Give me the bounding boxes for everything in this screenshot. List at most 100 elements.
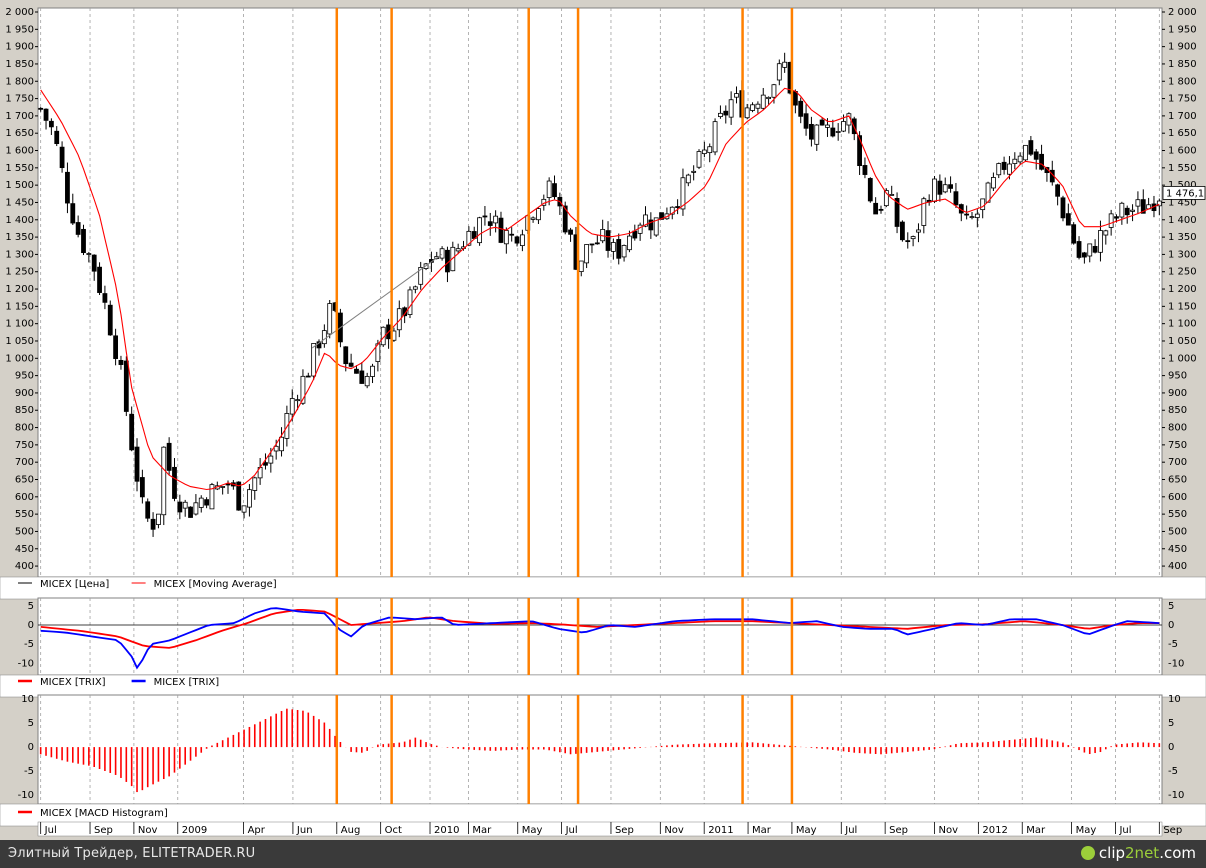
candle-body [546,180,552,198]
price-ytick-right: 1 650 [1168,128,1197,139]
candle-body [980,198,986,211]
last-value-box [1162,186,1206,200]
price-ytick-right: 1 150 [1168,301,1197,312]
candle-body [701,149,707,155]
candle-body [134,446,140,482]
candle-body [857,135,862,167]
candle-body [594,242,600,245]
candle-body [996,163,1002,176]
price-ytick-right: 900 [1168,388,1187,399]
candle-body [102,293,108,303]
candle-body [263,462,268,466]
price-ytick-right: 800 [1168,423,1187,434]
macd-ytick-left: 10 [21,694,34,705]
candle-body [734,93,739,98]
candle-body [653,217,659,236]
candle-body [305,375,311,378]
candle-body [728,99,734,118]
candle-body [948,184,953,189]
candle-body [1012,158,1018,164]
candle-body [193,502,199,515]
trix-ytick-right: 0 [1168,620,1174,631]
candle-body [1114,216,1119,219]
candle-body [589,243,595,246]
x-tick-label: Nov [664,825,684,836]
candle-body [91,254,97,272]
x-tick-label: 2012 [982,825,1007,836]
candle-body [418,266,424,285]
price-ytick-left: 1 950 [5,24,34,35]
trend-line [311,254,442,349]
candle-body [48,120,54,128]
x-tick-label: Sep [889,825,908,836]
price-ytick-right: 750 [1168,440,1187,451]
price-ytick-right: 1 500 [1168,180,1197,191]
candle-body [771,84,777,98]
price-ytick-right: 1 250 [1168,267,1197,278]
candle-body [129,413,135,451]
x-tick-label: May [796,825,817,836]
candle-body [150,518,156,530]
trix-ytick-right: 5 [1168,601,1174,612]
trix-ytick-left: -5 [24,639,34,650]
candle-body [718,112,723,118]
candle-body [455,248,461,252]
price-ytick-right: 1 900 [1168,42,1197,53]
candle-body [1103,230,1109,236]
price-ytick-left: 1 350 [5,232,34,243]
candle-body [75,222,81,235]
candle-body [482,215,488,218]
price-ytick-left: 1 200 [5,284,34,295]
candle-body [755,103,761,109]
price-ytick-left: 1 750 [5,94,34,105]
candle-body [498,217,504,243]
candle-body [937,180,943,195]
candle-body [685,174,691,184]
price-ytick-left: 650 [15,475,34,486]
candle-body [268,455,274,464]
candle-body [819,119,825,126]
legend-label: MICEX [Цена] [40,579,109,590]
candle-body [809,123,814,140]
price-ytick-right: 1 450 [1168,197,1197,208]
macd-ytick-right: 0 [1168,742,1174,753]
candle-body [578,260,584,272]
legend-label: MICEX [TRIX] [40,677,106,688]
candle-body [364,376,370,387]
candle-body [798,100,804,117]
candle-body [744,107,750,119]
price-ytick-left: 400 [15,561,34,572]
panel-1-plot [37,597,1163,676]
candle-body [1076,241,1082,258]
candle-body [712,121,718,153]
candle-body [300,375,306,404]
candle-body [289,398,295,415]
trix-ytick-right: -5 [1168,639,1178,650]
candle-body [1001,161,1007,170]
candle-body [145,501,151,519]
price-ytick-right: 1 300 [1168,249,1197,260]
candle-body [1033,151,1039,160]
candle-body [1017,155,1023,163]
candle-body [648,219,654,231]
price-ytick-left: 1 050 [5,336,34,347]
price-ytick-left: 800 [15,423,34,434]
price-ytick-right: 400 [1168,561,1187,572]
price-ytick-left: 1 400 [5,215,34,226]
price-ytick-right: 1 850 [1168,59,1197,70]
candle-body [1130,209,1135,212]
x-tick-label: Oct [385,825,402,836]
candle-body [182,501,188,509]
candle-body [1071,224,1077,244]
x-tick-label: Jul [565,825,578,836]
candle-body [691,170,697,173]
price-ytick-left: 1 000 [5,353,34,364]
candle-body [412,286,418,290]
candle-body [59,146,65,169]
trix-ytick-left: 5 [28,601,34,612]
candle-body [792,91,798,106]
x-tick-label: Jul [44,825,57,836]
price-ytick-left: 1 800 [5,76,34,87]
legend-label: MICEX [Moving Average] [154,579,277,590]
